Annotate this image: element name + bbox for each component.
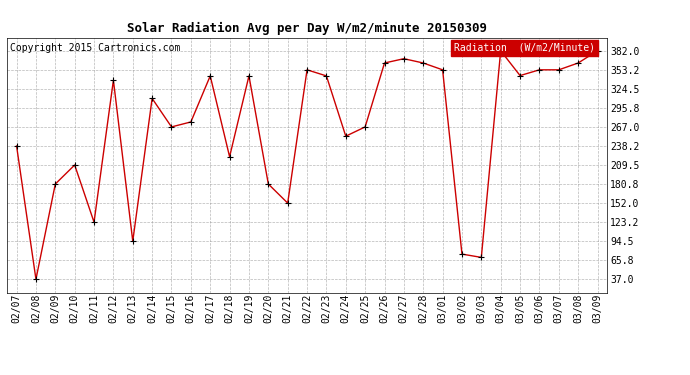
Text: Copyright 2015 Cartronics.com: Copyright 2015 Cartronics.com (10, 43, 180, 52)
Text: Radiation  (W/m2/Minute): Radiation (W/m2/Minute) (454, 43, 595, 52)
Title: Solar Radiation Avg per Day W/m2/minute 20150309: Solar Radiation Avg per Day W/m2/minute … (127, 22, 487, 35)
